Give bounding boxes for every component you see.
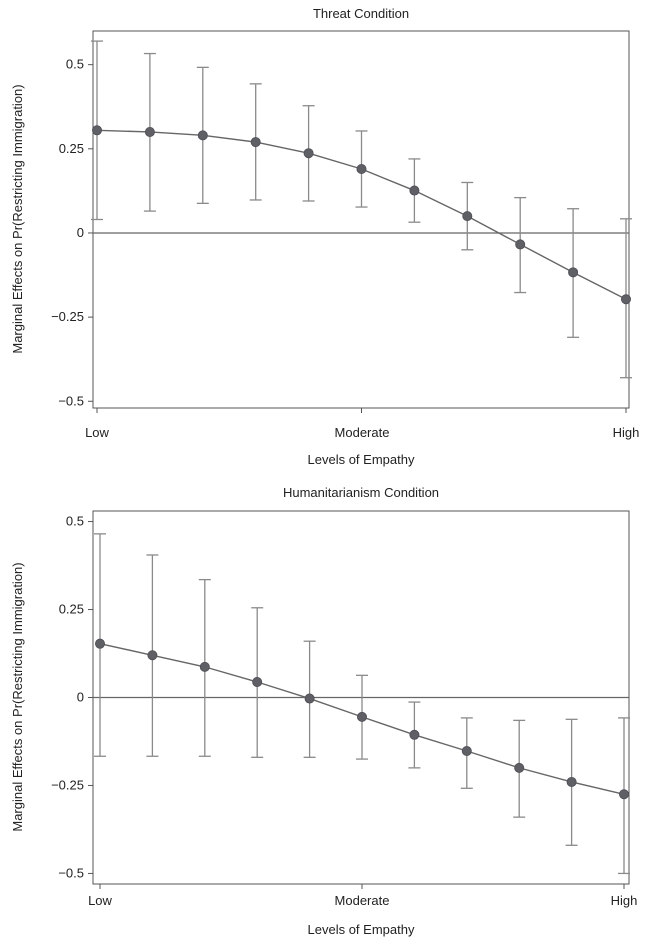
x-tick-label: High	[613, 425, 640, 440]
plot-frame	[92, 30, 630, 409]
data-point	[356, 711, 367, 722]
y-tick-label: −0.25	[51, 309, 84, 324]
y-axis-label: Marginal Effects on Pr(Restricting Immig…	[10, 84, 25, 353]
x-tick-label: Moderate	[335, 425, 390, 440]
x-axis: Low Moderate High	[88, 884, 637, 908]
data-point	[515, 239, 526, 250]
chart-title: Humanitarianism Condition	[283, 485, 439, 500]
humanitarianism-panel: Humanitarianism Condition Marginal Effec…	[10, 485, 637, 937]
y-tick-label: 0.25	[59, 602, 84, 617]
data-point	[566, 776, 577, 787]
data-point	[462, 211, 473, 222]
y-tick-label: 0	[77, 225, 84, 240]
data-point	[147, 650, 158, 661]
series-marks	[93, 533, 630, 875]
y-tick-label: 0	[77, 690, 84, 705]
y-axis-label: Marginal Effects on Pr(Restricting Immig…	[10, 562, 25, 831]
x-tick-label: Low	[85, 425, 109, 440]
x-tick-label: Moderate	[335, 893, 390, 908]
y-tick-label: 0.5	[66, 514, 84, 529]
data-point	[304, 693, 315, 704]
y-axis: 0.5 0.25 0 −0.25 −0.5	[51, 514, 93, 880]
data-point	[199, 661, 210, 672]
x-tick-label: High	[611, 893, 638, 908]
data-point	[356, 164, 367, 175]
chart-title: Threat Condition	[313, 6, 409, 21]
data-point	[568, 267, 579, 278]
y-tick-label: −0.5	[58, 865, 84, 880]
threat-panel: Threat Condition Marginal Effects on Pr(…	[10, 6, 639, 467]
data-point	[621, 294, 632, 305]
x-axis-label: Levels of Empathy	[308, 922, 415, 937]
series-marks	[91, 40, 632, 379]
y-tick-label: 0.5	[66, 57, 84, 72]
data-point	[92, 125, 103, 136]
data-point	[619, 789, 630, 800]
data-point	[197, 130, 208, 141]
data-point	[250, 137, 261, 148]
data-point	[144, 126, 155, 137]
data-point	[303, 148, 314, 159]
x-tick-label: Low	[88, 893, 112, 908]
data-point	[461, 745, 472, 756]
data-point	[95, 638, 106, 649]
y-tick-label: 0.25	[59, 141, 84, 156]
y-axis: 0.5 0.25 0 −0.25 −0.5	[51, 57, 93, 408]
x-axis: Low Moderate High	[85, 408, 639, 440]
data-point	[252, 677, 263, 688]
y-tick-label: −0.5	[58, 393, 84, 408]
x-axis-label: Levels of Empathy	[308, 452, 415, 467]
data-point	[514, 762, 525, 773]
data-point	[409, 185, 420, 196]
y-tick-label: −0.25	[51, 777, 84, 792]
data-point	[409, 729, 420, 740]
